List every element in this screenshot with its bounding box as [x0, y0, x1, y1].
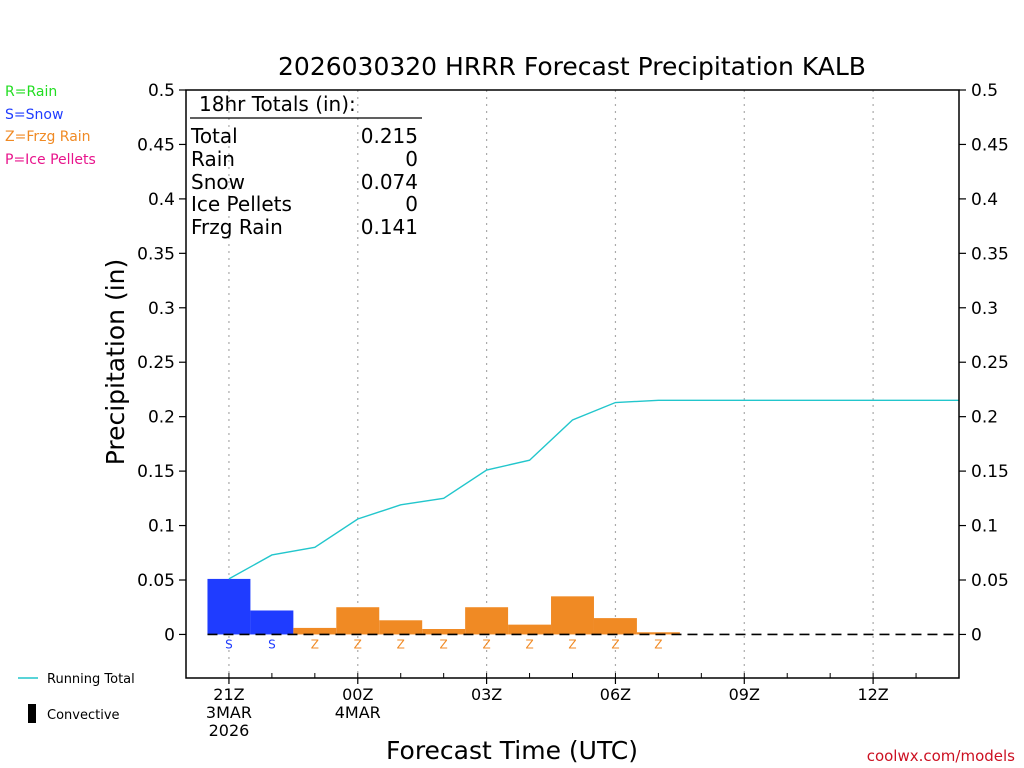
- y-tick-label-right: 0.1: [971, 517, 998, 537]
- x-tick-label: 21Z: [213, 685, 244, 704]
- y-tick-label-right: 0.05: [971, 571, 1009, 591]
- type-label: Z: [311, 637, 319, 651]
- type-label: Z: [440, 637, 448, 651]
- totals-label-frzg: Frzg Rain: [191, 215, 283, 239]
- legend-ice: P=Ice Pellets: [5, 152, 96, 168]
- y-axis-left: 0 0.05 0.1 0.15 0.2 0.25 0.3 0.35 0.4 0.45 0.5: [137, 81, 186, 645]
- totals-value-total: 0.215: [361, 124, 418, 148]
- y-tick-label-right: 0.3: [971, 299, 998, 319]
- y-tick-label-left: 0.1: [148, 517, 175, 537]
- convective-legend-label: Convective: [47, 708, 120, 723]
- y-tick-label-right: 0.4: [971, 190, 998, 210]
- y-tick-label-left: 0.3: [148, 299, 175, 319]
- type-label: S: [268, 637, 276, 651]
- y-tick-label-right: 0.35: [971, 244, 1009, 264]
- bars: [207, 578, 680, 635]
- bar: [551, 596, 594, 635]
- y-tick-label-right: 0.15: [971, 462, 1009, 482]
- convective-legend-swatch: [28, 704, 36, 723]
- y-tick-label-left: 0.2: [148, 408, 175, 428]
- running-total-polyline: [228, 399, 959, 580]
- legend-rain: R=Rain: [5, 84, 57, 100]
- x-tick-label: 3MAR: [206, 703, 252, 722]
- y-axis-right: 0 0.05 0.1 0.15 0.2 0.25 0.3 0.35 0.4 0.45 0.5: [959, 81, 1009, 645]
- type-label: Z: [611, 637, 619, 651]
- legend-frzg: Z=Frzg Rain: [5, 129, 91, 145]
- bar: [250, 610, 294, 635]
- bar: [379, 620, 423, 635]
- type-label: Z: [397, 637, 405, 651]
- x-tick-label: 12Z: [857, 685, 888, 704]
- y-tick-label-right: 0.5: [971, 81, 998, 101]
- bar: [465, 607, 509, 635]
- type-label: S: [225, 637, 233, 651]
- x-axis-label: Forecast Time (UTC): [386, 736, 638, 765]
- x-tick-label: 06Z: [600, 685, 631, 704]
- bar: [293, 627, 337, 635]
- legend-snow: S=Snow: [5, 107, 63, 123]
- totals-header: 18hr Totals (in):: [199, 92, 356, 116]
- y-tick-label-left: 0.25: [137, 353, 175, 373]
- type-label: Z: [654, 637, 662, 651]
- totals-label-ice: Ice Pellets: [191, 192, 292, 216]
- totals-label-rain: Rain: [191, 147, 235, 171]
- x-tick-label: 03Z: [471, 685, 502, 704]
- bar: [336, 607, 380, 635]
- y-tick-label-left: 0.15: [137, 462, 175, 482]
- totals-label-snow: Snow: [191, 170, 245, 194]
- totals-value-ice: 0: [405, 192, 418, 216]
- x-tick-label: 2026: [209, 721, 250, 740]
- plot-frame: [185, 89, 960, 679]
- bar: [593, 618, 637, 635]
- x-tick-label: 4MAR: [335, 703, 381, 722]
- y-tick-label-right: 0: [971, 625, 982, 645]
- y-tick-label-right: 0.45: [971, 135, 1009, 155]
- y-tick-label-right: 0.25: [971, 353, 1009, 373]
- type-label: Z: [525, 637, 533, 651]
- bar: [636, 632, 680, 635]
- chart-title: 2026030320 HRRR Forecast Precipitation K…: [278, 52, 866, 81]
- type-label: Z: [568, 637, 576, 651]
- watermark: coolwx.com/models: [867, 747, 1015, 765]
- totals-value-rain: 0: [405, 147, 418, 171]
- running-total-line: [228, 399, 959, 580]
- totals-box: 18hr Totals (in): Total 0.215 Rain 0 Sno…: [190, 92, 422, 239]
- bar: [508, 624, 552, 635]
- bar: [207, 578, 251, 635]
- x-tick-label: 09Z: [729, 685, 760, 704]
- y-tick-label-right: 0.2: [971, 408, 998, 428]
- y-axis-label: Precipitation (in): [101, 259, 130, 466]
- totals-value-frzg: 0.141: [361, 215, 418, 239]
- y-tick-label-left: 0.4: [148, 190, 175, 210]
- bar: [422, 629, 466, 635]
- type-label: Z: [354, 637, 362, 651]
- gridlines: [228, 90, 874, 678]
- totals-label-total: Total: [190, 124, 238, 148]
- y-tick-label-left: 0.5: [148, 81, 175, 101]
- type-label: Z: [482, 637, 490, 651]
- y-tick-label-left: 0.35: [137, 244, 175, 264]
- y-tick-label-left: 0: [164, 625, 175, 645]
- y-tick-label-left: 0.45: [137, 135, 175, 155]
- running-total-legend-label: Running Total: [47, 672, 135, 687]
- y-tick-label-left: 0.05: [137, 571, 175, 591]
- x-tick-label: 00Z: [342, 685, 373, 704]
- totals-value-snow: 0.074: [361, 170, 418, 194]
